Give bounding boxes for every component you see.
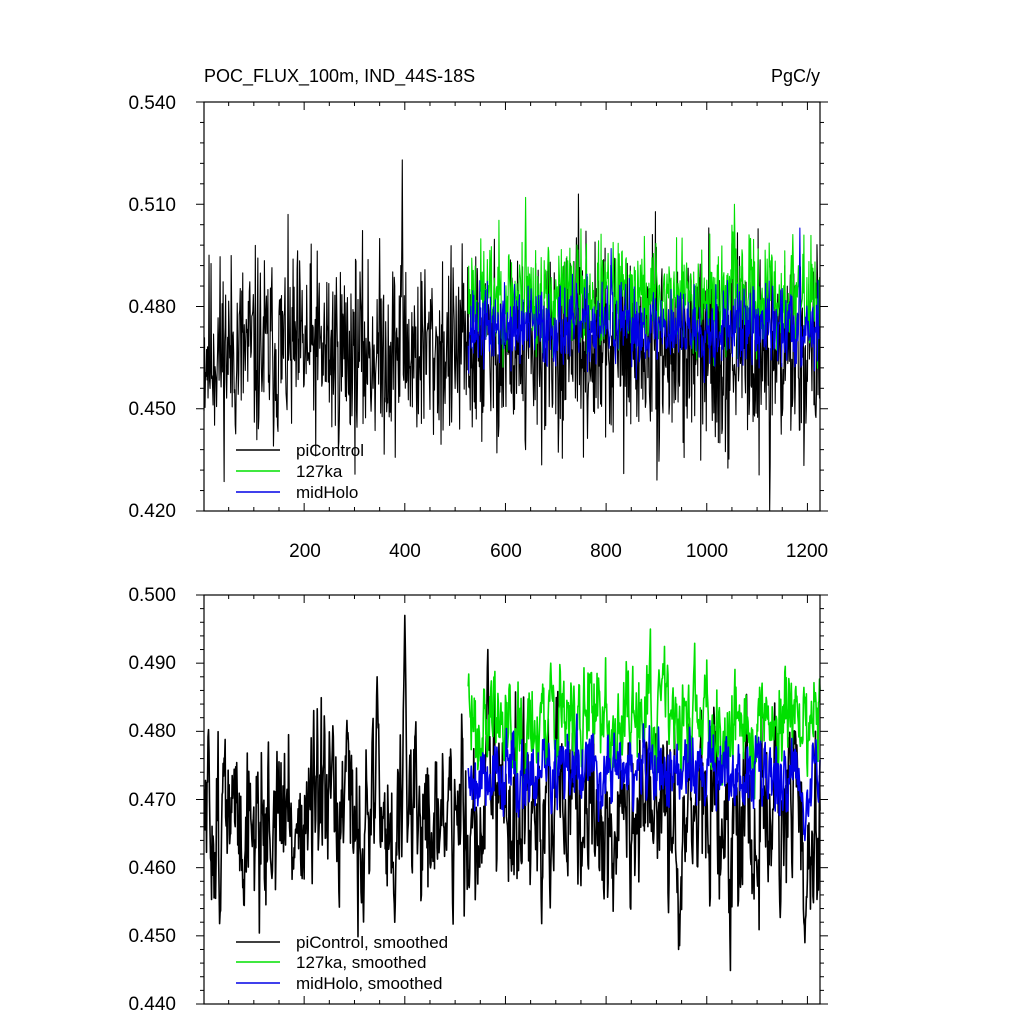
legend-label-midholo: midHolo [296, 483, 358, 502]
bottom-ytick-label: 0.490 [128, 653, 176, 674]
top-xtick-label: 1200 [786, 541, 828, 562]
top-axis-ticks [196, 101, 828, 512]
bottom-axis-ticks [196, 594, 828, 1005]
bottom-panel: 0.440 0.450 0.460 0.470 0.480 0.490 0.50… [128, 585, 828, 1015]
bottom-ytick-label: 0.450 [128, 926, 176, 947]
bottom-ytick-label: 0.460 [128, 858, 176, 879]
bottom-legend: piControl, smoothed 127ka, smoothed midH… [236, 933, 448, 993]
top-ytick-label: 0.540 [128, 93, 176, 114]
top-ytick-label: 0.510 [128, 195, 176, 216]
top-units: PgC/y [771, 66, 820, 86]
series-line-picontrol-smoothed [203, 614, 821, 972]
top-xtick-label: 1000 [686, 541, 728, 562]
bottom-series-group [203, 614, 821, 972]
top-ytick-label: 0.450 [128, 399, 176, 420]
top-xtick-label: 400 [389, 541, 421, 562]
legend-label-midholo-smoothed: midHolo, smoothed [296, 974, 442, 993]
top-title: POC_FLUX_100m, IND_44S-18S [204, 66, 475, 87]
top-xtick-label: 600 [490, 541, 522, 562]
top-x-tick-labels: 200 400 600 800 1000 1200 [289, 541, 828, 562]
legend-label-127ka: 127ka [296, 462, 343, 481]
series-line-midholo [467, 227, 821, 384]
bottom-ytick-label: 0.500 [128, 585, 176, 606]
top-ytick-label: 0.420 [128, 501, 176, 522]
bottom-ytick-label: 0.470 [128, 790, 176, 811]
bottom-ytick-label: 0.440 [128, 994, 176, 1015]
top-xtick-label: 800 [590, 541, 622, 562]
series-line-midholo-smoothed [467, 713, 821, 842]
top-xtick-label: 200 [289, 541, 321, 562]
top-legend: piControl 127ka midHolo [236, 441, 364, 502]
top-series-group [203, 159, 821, 512]
top-y-tick-labels: 0.420 0.450 0.480 0.510 0.540 [128, 93, 176, 522]
bottom-ytick-label: 0.480 [128, 721, 176, 742]
legend-label-127ka-smoothed: 127ka, smoothed [296, 953, 426, 972]
top-ytick-label: 0.480 [128, 297, 176, 318]
bottom-y-tick-labels: 0.440 0.450 0.460 0.470 0.480 0.490 0.50… [128, 585, 176, 1015]
legend-label-picontrol: piControl [296, 441, 364, 460]
top-panel: POC_FLUX_100m, IND_44S-18S PgC/y 0.420 0… [128, 66, 828, 562]
legend-label-picontrol-smoothed: piControl, smoothed [296, 933, 448, 952]
